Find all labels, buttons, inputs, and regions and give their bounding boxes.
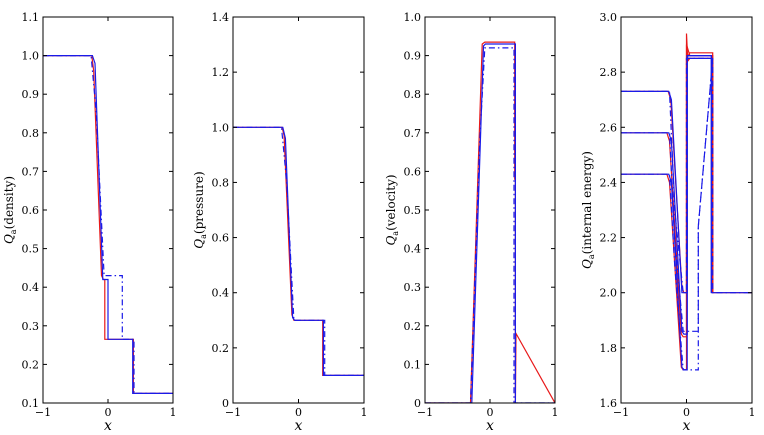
y-tick-label: 2.0 — [600, 287, 618, 300]
y-tick-label: 0.4 — [404, 243, 422, 256]
y-tick-label: 0.4 — [212, 287, 230, 300]
series-line-1 — [233, 126, 364, 376]
x-tick-label: 1 — [170, 406, 177, 419]
y-tick-label: 0.7 — [404, 127, 422, 140]
y-tick-label: 1.1 — [22, 11, 40, 24]
y-tick-label: 0.6 — [22, 204, 40, 217]
chart-panel-4: 1.6 1.8 2.0 2.2 2.4 2.6 2.8 3.0 −1 0 1 x Qa(internal… — [580, 11, 756, 434]
y-tick-label: 1.0 — [212, 121, 230, 134]
y-axis-label: Qa(internal energy) — [580, 151, 596, 269]
y-tick-label: 0.4 — [22, 281, 40, 294]
series-line-7 — [621, 58, 752, 371]
chart-panel-3: 00.10.20.30.40.50.60.70.80.91.0−1 0 1xQa(v… — [384, 11, 559, 434]
x-tick-label: −1 — [225, 406, 241, 419]
x-tick-label: 0 — [295, 406, 302, 419]
y-tick-label: 0.8 — [212, 176, 230, 189]
x-axis-label: x — [683, 418, 691, 434]
y-tick-label: 0.2 — [212, 342, 230, 355]
series-line-2 — [621, 44, 714, 338]
y-tick-label: 0 — [222, 397, 229, 410]
x-tick-label: 0 — [683, 406, 690, 419]
y-axis-label: Qa(pressure) — [192, 171, 208, 248]
y-tick-label: 0.5 — [404, 204, 422, 217]
x-tick-label: 1 — [552, 406, 559, 419]
y-tick-label: 0.8 — [404, 88, 422, 101]
series-group — [43, 54, 173, 394]
series-line-1 — [425, 41, 555, 403]
series-line-3 — [43, 54, 173, 394]
x-tick-label: 0 — [105, 406, 112, 419]
x-tick-label: 1 — [361, 406, 368, 419]
axes-frame — [424, 16, 556, 404]
axes-frame — [42, 16, 174, 404]
y-tick-label: 0.7 — [22, 165, 40, 178]
x-axis-label: x — [295, 418, 303, 434]
y-tick-label: 1.0 — [404, 11, 422, 24]
y-tick-label: 1.4 — [212, 11, 230, 24]
y-tick-label: 0.2 — [404, 320, 422, 333]
series-line-2 — [233, 126, 364, 376]
y-axis-label: Qa(velocity) — [384, 174, 400, 245]
series-line-6 — [621, 54, 713, 294]
y-tick-label: 2.2 — [600, 232, 618, 245]
chart-panel-1: 0.1 0.2 0.3 0.4 0.5 0.6 0.7 0.8 0.9 1.0 1.1 −1 0 1 x Qa… — [2, 11, 177, 434]
y-tick-label: 0.5 — [22, 243, 40, 256]
y-tick-label: 2.8 — [600, 66, 618, 79]
series-group — [233, 126, 364, 376]
y-tick-label: 0.6 — [212, 232, 230, 245]
y-axis-label: Qa(density) — [2, 176, 18, 244]
y-tick-label: 0.1 — [404, 358, 422, 371]
series-group — [621, 33, 752, 371]
y-tick-label: 1.0 — [22, 50, 40, 63]
y-tick-label: 2.4 — [600, 176, 618, 189]
series-line-3 — [621, 52, 714, 294]
y-tick-label: 3.0 — [600, 11, 618, 24]
y-tick-label: 1.2 — [212, 66, 230, 79]
series-line-9 — [621, 57, 713, 294]
y-tick-label: 0 — [414, 397, 421, 410]
series-line-8 — [621, 58, 714, 332]
x-axis-label: x — [104, 418, 112, 434]
x-tick-label: 0 — [487, 406, 494, 419]
series-line-2 — [43, 54, 173, 394]
x-axis-label: x — [486, 418, 494, 434]
y-tick-label: 1.8 — [600, 342, 618, 355]
y-tick-label: 2.6 — [600, 121, 618, 134]
x-tick-label: −1 — [417, 406, 433, 419]
y-tick-label: 0.2 — [22, 358, 40, 371]
y-tick-label: 0.3 — [22, 320, 40, 333]
x-tick-label: −1 — [35, 406, 51, 419]
y-tick-label: 0.8 — [22, 127, 40, 140]
y-tick-label: 0.6 — [404, 165, 422, 178]
y-tick-label: 0.9 — [22, 88, 40, 101]
y-tick-label: 0.3 — [404, 281, 422, 294]
series-group — [425, 41, 555, 403]
y-tick-label: 0.1 — [22, 397, 40, 410]
x-tick-label: 1 — [749, 406, 756, 419]
axes-frame — [232, 16, 365, 404]
y-tick-label: 0.9 — [404, 50, 422, 63]
x-tick-label: −1 — [613, 406, 629, 419]
series-line-1 — [43, 54, 173, 394]
y-tick-label: 1.6 — [600, 397, 618, 410]
series-line-2 — [425, 43, 555, 403]
series-line-3 — [425, 47, 555, 403]
series-line-3 — [233, 126, 364, 376]
